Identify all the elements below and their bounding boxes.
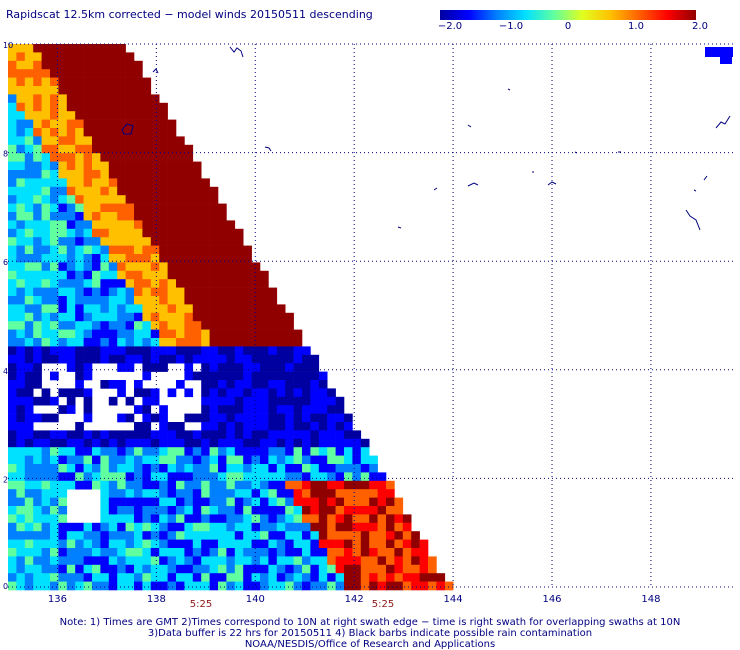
lon-label-148: 148 (641, 594, 660, 605)
note-line-1: Note: 1) Times are GMT 2)Times correspon… (59, 617, 681, 628)
island-outline (152, 68, 159, 74)
offswath-cell (705, 47, 733, 57)
map-title: Rapidscat 12.5km corrected − model winds… (6, 8, 373, 21)
colorbar-label-pos1: 1.0 (628, 21, 644, 32)
note-line-2: 3)Data buffer is 22 hrs for 20150511 4) … (147, 628, 593, 639)
colorbar-label-neg1: −1.0 (498, 21, 524, 32)
lon-label-142: 142 (345, 594, 364, 605)
lat-label-6: 6 (3, 258, 8, 267)
lon-label-140: 140 (246, 594, 265, 605)
lat-label-8: 8 (3, 150, 8, 159)
graticule (8, 43, 735, 588)
lat-label-4: 4 (3, 367, 8, 376)
island-outline (433, 187, 438, 191)
island-outline (507, 88, 511, 91)
island-outline (229, 46, 244, 58)
colorbar (440, 10, 696, 20)
island-outline (574, 151, 578, 154)
island-outline (467, 182, 479, 187)
lat-label-10: 10 (3, 41, 13, 50)
island-outline (264, 146, 272, 152)
colorbar-gradient (440, 10, 696, 20)
island-outline (685, 209, 701, 231)
credit-line: NOAA/NESDIS/Office of Research and Appli… (244, 639, 496, 650)
wind-difference-cells (8, 44, 454, 591)
island-outline (467, 124, 472, 128)
colorbar-label-pos2: 2.0 (692, 21, 708, 32)
island-outline (715, 115, 731, 129)
lon-label-144: 144 (444, 594, 463, 605)
lon-label-138: 138 (147, 594, 166, 605)
lon-label-146: 146 (542, 594, 561, 605)
offswath-cell (720, 56, 732, 64)
colorbar-label-neg2: −2.0 (437, 21, 463, 32)
island-outline (703, 175, 708, 181)
axis-labels: 136 138 140 142 144 146 148 0 2 4 6 8 10 (3, 41, 660, 605)
island-outline (121, 123, 134, 135)
lat-label-2: 2 (3, 475, 8, 484)
lon-label-136: 136 (48, 594, 67, 605)
island-outline (693, 189, 697, 192)
swath-time-label-2: 5:25 (371, 599, 395, 610)
lat-label-0: 0 (3, 582, 8, 591)
swath-time-label-1: 5:25 (189, 599, 213, 610)
island-outline (547, 181, 557, 186)
colorbar-label-zero: 0 (564, 21, 572, 32)
island-outline (397, 226, 402, 229)
coastlines (121, 46, 731, 231)
